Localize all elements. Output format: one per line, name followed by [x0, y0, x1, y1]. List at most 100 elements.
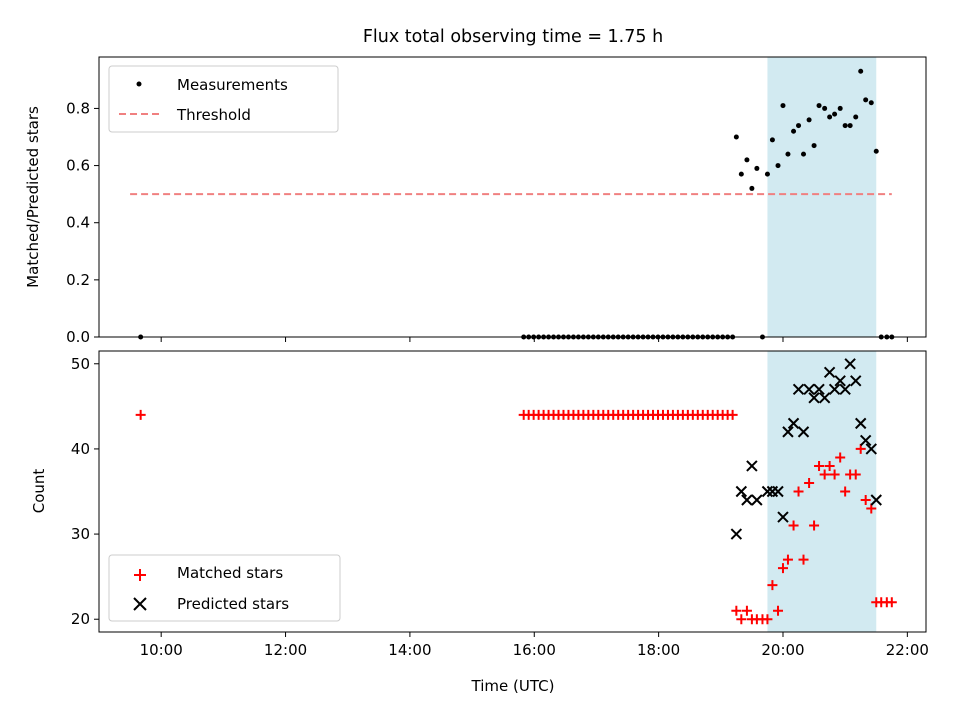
matched-star-point: [835, 452, 846, 463]
predicted-star-point: [859, 434, 872, 447]
measurement-point: [827, 114, 833, 120]
measurement-point: [791, 128, 797, 134]
predicted-star-point: [741, 494, 753, 506]
predicted-star-point: [787, 417, 800, 430]
measurement-point: [754, 165, 760, 171]
matched-star-point: [736, 614, 747, 625]
bottom-legend: Matched stars Predicted stars: [108, 554, 341, 622]
matched-star-point: [829, 469, 840, 480]
predicted-star-point: [735, 485, 748, 498]
top-y-tick-label: 0.8: [66, 99, 90, 117]
bottom-y-tick-label: 50: [71, 355, 90, 373]
matched-star-point: [860, 495, 871, 506]
matched-star-point: [767, 580, 778, 591]
matched-star-point: [886, 597, 897, 608]
matched-star-point: [798, 554, 809, 565]
matched-star-point: [782, 554, 793, 565]
predicted-star-point: [751, 494, 763, 506]
top-panel: 0.00.20.40.60.8 Matched/Predicted stars …: [24, 56, 927, 346]
legend-measurements-label: Measurements: [177, 76, 288, 94]
predicted-star-point: [855, 417, 867, 430]
measurement-point: [796, 123, 802, 129]
matched-star-point: [850, 469, 861, 480]
predicted-star-point: [803, 383, 815, 396]
predicted-star-point: [797, 426, 810, 438]
measurement-point: [837, 105, 843, 111]
measurement-point: [853, 114, 859, 120]
matched-star-point: [814, 460, 825, 471]
measurement-point: [738, 171, 744, 177]
top-legend-box: [108, 65, 339, 133]
measurement-point: [733, 134, 739, 140]
matched-star-point: [793, 486, 804, 497]
matched-star-point: [819, 469, 830, 480]
x-axis-label: Time (UTC): [471, 677, 555, 695]
measurement-point: [806, 117, 812, 123]
predicted-star-point: [808, 392, 820, 404]
legend-threshold-label: Threshold: [176, 106, 251, 124]
measurement-point: [775, 163, 781, 169]
matched-star-point: [741, 605, 752, 616]
matched-star-point: [824, 460, 835, 471]
measurement-point: [858, 68, 864, 74]
x-tick-label: 18:00: [637, 641, 680, 659]
matched-star-point: [773, 605, 784, 616]
x-tick-label: 16:00: [513, 641, 556, 659]
bottom-y-tick-label: 30: [71, 525, 90, 543]
measurement-point: [801, 151, 807, 157]
matched-star-point: [777, 563, 788, 574]
top-axes-frame: [98, 56, 927, 338]
bottom-axes-frame: [98, 350, 927, 633]
measurement-point: [749, 185, 755, 191]
bottom-legend-box: [108, 554, 341, 622]
predicted-star-point: [772, 485, 784, 498]
x-tick-label: 14:00: [388, 641, 431, 659]
measurement-point: [816, 103, 822, 109]
matched-star-point: [727, 409, 738, 420]
measurement-point: [842, 123, 848, 129]
predicted-star-point: [839, 383, 851, 396]
predicted-star-point: [761, 485, 774, 498]
measurement-point: [785, 151, 791, 157]
measurement-point: [764, 171, 770, 177]
predicted-star-point: [746, 460, 758, 472]
measurement-point: [847, 123, 853, 129]
matched-star-point: [135, 409, 146, 420]
matched-star-point: [762, 614, 773, 625]
measurement-point: [832, 111, 838, 117]
top-y-tick-label: 0.4: [66, 214, 90, 232]
x-tick-label: 12:00: [264, 641, 307, 659]
legend-predicted-label: Predicted stars: [177, 595, 289, 613]
measurement-point: [769, 137, 775, 143]
bottom-y-axis-label: Count: [30, 469, 48, 514]
legend-matched-label: Matched stars: [177, 564, 283, 582]
x-tick-label: 20:00: [761, 641, 804, 659]
predicted-star-point: [782, 426, 794, 438]
top-y-tick-label: 0.2: [66, 271, 90, 289]
matched-star-point: [809, 520, 820, 531]
x-tick-label: 22:00: [886, 641, 929, 659]
measurement-point: [811, 143, 817, 149]
bottom-y-tick-label: 20: [71, 610, 90, 628]
top-y-axis-label: Matched/Predicted stars: [24, 106, 42, 288]
predicted-star-point: [850, 375, 862, 387]
top-shaded-span: [767, 57, 877, 337]
predicted-star-point: [777, 511, 789, 523]
matched-star-point: [840, 486, 851, 497]
measurement-point: [873, 148, 879, 154]
legend-predicted-marker: [133, 597, 147, 611]
predicted-star-point: [844, 358, 856, 370]
measurement-point: [868, 100, 874, 106]
predicted-star-point: [792, 383, 805, 396]
x-tick-label: 10:00: [140, 641, 183, 659]
measurement-point: [822, 105, 828, 111]
top-y-tick-label: 0.0: [66, 328, 90, 346]
predicted-star-point: [870, 494, 882, 506]
top-legend: Measurements Threshold: [108, 65, 339, 133]
matched-star-point: [804, 477, 815, 488]
matched-star-point: [788, 520, 799, 531]
predicted-star-point: [834, 375, 846, 387]
chart-title: Flux total observing time = 1.75 h: [363, 27, 663, 47]
top-y-tick-label: 0.6: [66, 157, 90, 175]
